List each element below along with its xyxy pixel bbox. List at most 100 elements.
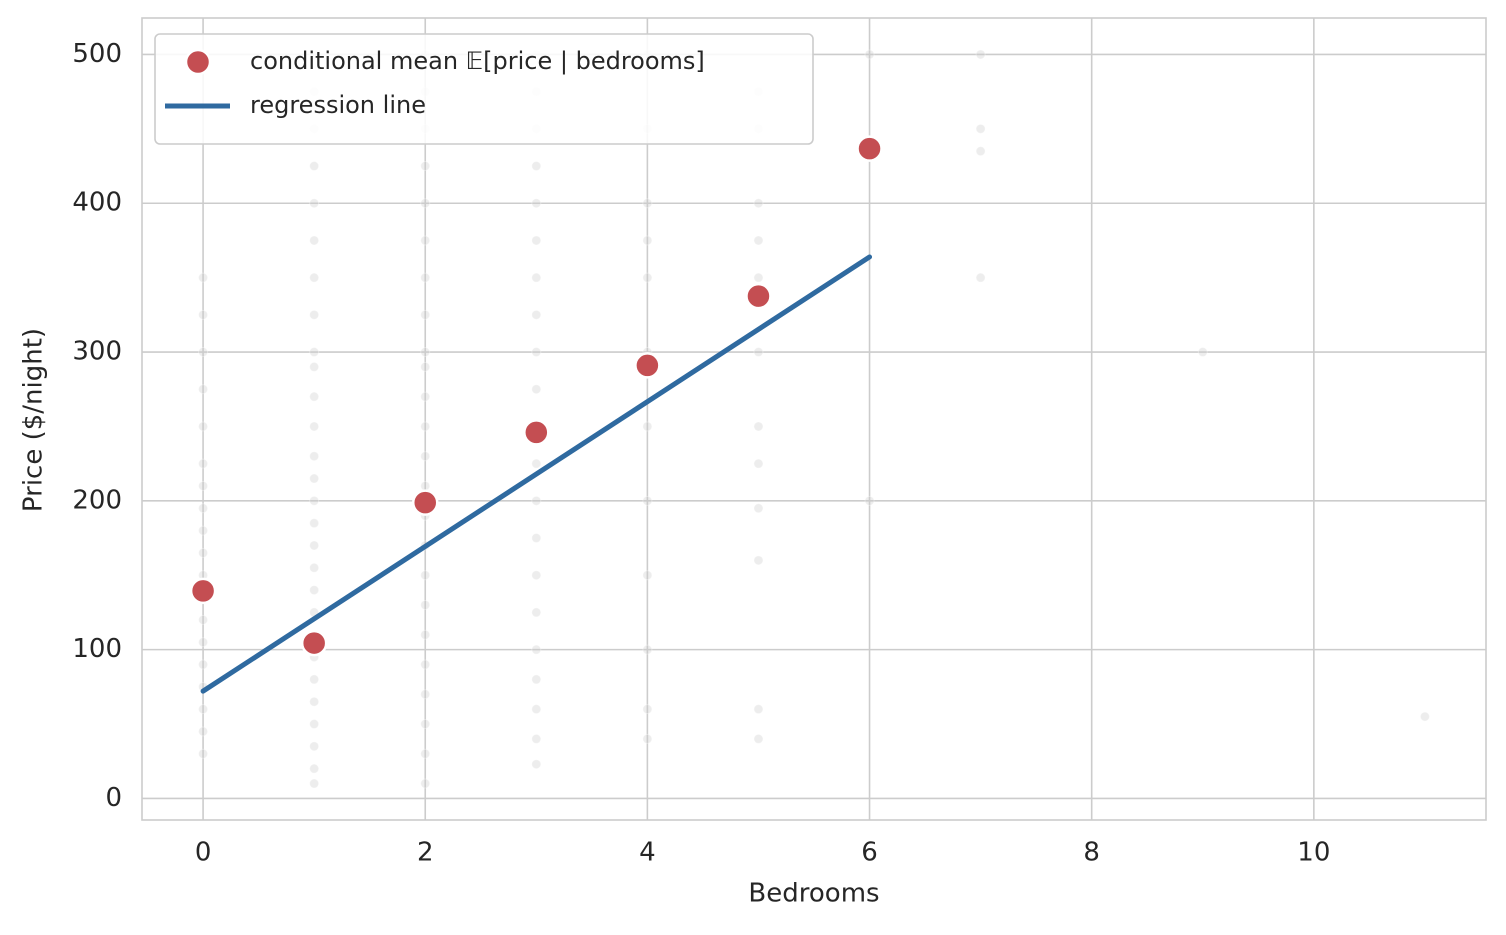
mean-point: [634, 352, 661, 379]
data-point: [1419, 711, 1430, 722]
data-point: [753, 458, 764, 469]
data-point: [198, 347, 209, 358]
data-point: [309, 778, 320, 789]
data-point: [420, 778, 431, 789]
data-point: [309, 161, 320, 172]
data-point: [198, 547, 209, 558]
data-point: [420, 161, 431, 172]
data-point: [531, 272, 542, 283]
data-point: [309, 719, 320, 730]
y-tick-label: 400: [72, 188, 122, 218]
mean-point: [411, 489, 439, 516]
data-point: [975, 49, 986, 60]
data-point: [642, 704, 653, 715]
data-point: [198, 726, 209, 737]
data-point: [309, 696, 320, 707]
data-point: [420, 629, 431, 640]
data-point: [420, 347, 431, 358]
data-point: [642, 198, 653, 209]
data-point: [531, 704, 542, 715]
data-point: [753, 555, 764, 566]
data-point: [531, 458, 542, 469]
y-axis-label: Price ($/night): [19, 328, 49, 512]
x-tick-label: 6: [861, 838, 878, 868]
data-point: [975, 146, 986, 157]
data-point: [198, 384, 209, 395]
data-point: [309, 347, 320, 358]
data-point: [753, 733, 764, 744]
data-point: [420, 480, 431, 491]
mean-point: [745, 282, 772, 310]
data-point: [309, 540, 320, 551]
data-point: [642, 733, 653, 744]
y-tick-label: 0: [105, 783, 122, 813]
data-point: [309, 674, 320, 685]
x-tick-label: 2: [417, 838, 434, 868]
data-point: [198, 704, 209, 715]
data-point: [198, 421, 209, 432]
data-point: [531, 644, 542, 655]
data-point: [531, 759, 542, 770]
data-point: [642, 272, 653, 283]
data-point: [531, 733, 542, 744]
data-point: [309, 763, 320, 774]
data-point: [975, 272, 986, 283]
data-point: [309, 309, 320, 320]
data-point: [198, 748, 209, 759]
data-point: [420, 421, 431, 432]
data-point: [420, 198, 431, 209]
data-point: [531, 161, 542, 172]
data-point: [531, 570, 542, 581]
data-point: [753, 704, 764, 715]
data-point: [864, 495, 875, 506]
data-point: [420, 309, 431, 320]
data-point: [420, 570, 431, 581]
data-point: [864, 49, 875, 60]
y-tick-label: 100: [72, 634, 122, 664]
data-point: [753, 421, 764, 432]
data-point: [642, 235, 653, 246]
data-point: [642, 644, 653, 655]
x-axis-label: Bedrooms: [748, 879, 879, 909]
data-point: [420, 599, 431, 610]
legend-box: [154, 33, 814, 145]
legend-marker: [184, 48, 212, 76]
data-point: [420, 659, 431, 670]
data-point: [309, 235, 320, 246]
data-point: [642, 421, 653, 432]
data-point: [420, 391, 431, 402]
data-point: [198, 503, 209, 514]
data-point: [531, 347, 542, 358]
y-tick-label: 300: [72, 337, 122, 367]
data-point: [531, 309, 542, 320]
data-point: [642, 570, 653, 581]
plot-frame: [141, 17, 1487, 821]
y-tick-label: 200: [72, 485, 122, 515]
data-point: [531, 674, 542, 685]
mean-point: [523, 419, 550, 446]
data-point: [198, 525, 209, 536]
x-tick-label: 10: [1297, 838, 1330, 868]
y-tick-label: 500: [72, 39, 122, 69]
data-point: [753, 198, 764, 209]
data-point: [309, 198, 320, 209]
data-point: [198, 637, 209, 648]
data-point: [309, 562, 320, 573]
data-point: [531, 198, 542, 209]
data-point: [753, 503, 764, 514]
x-tick-label: 4: [639, 838, 656, 868]
data-point: [420, 689, 431, 700]
mean-point: [856, 135, 883, 162]
data-point: [309, 473, 320, 484]
data-point: [198, 309, 209, 320]
data-point: [753, 235, 764, 246]
data-point: [753, 347, 764, 358]
mean-point: [300, 629, 328, 657]
data-point: [309, 421, 320, 432]
regression-line: [200, 254, 873, 694]
legend-label: regression line: [250, 91, 426, 119]
data-point: [309, 585, 320, 596]
data-point: [531, 533, 542, 544]
data-point: [420, 361, 431, 372]
